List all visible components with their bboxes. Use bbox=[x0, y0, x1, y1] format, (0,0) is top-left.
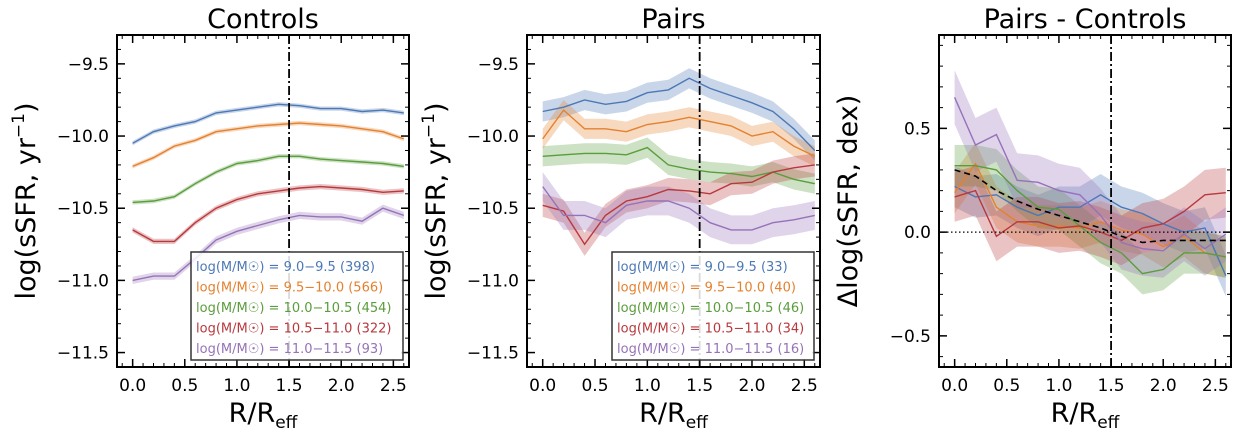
x-tick-label: 1.0 bbox=[223, 376, 250, 396]
x-tick-label: 0.0 bbox=[119, 376, 146, 396]
panel-1: 0.0 0.5 1.0 1.5 2.0 2.5 −11.5 −11.0 −10.5 −10.0 −9… bbox=[9, 4, 410, 433]
x-tick-label: 2.5 bbox=[1202, 376, 1229, 396]
x-tick-label: 0.5 bbox=[993, 376, 1020, 396]
x-tick-label: 2.0 bbox=[328, 376, 355, 396]
legend-entry: log(M/M☉) = 9.5−10.0 (40) bbox=[617, 281, 796, 296]
series-line-1 bbox=[132, 103, 404, 144]
x-tick-label: 2.5 bbox=[791, 376, 818, 396]
chart-title: Pairs - Controls bbox=[984, 4, 1187, 35]
series-line-5 bbox=[132, 207, 405, 282]
series-line-1 bbox=[542, 77, 816, 151]
y-tick-label: −10.5 bbox=[57, 199, 109, 219]
error-band-4 bbox=[954, 165, 1226, 266]
plot-area bbox=[132, 35, 405, 367]
x-tick-label: 1.5 bbox=[276, 376, 303, 396]
series-line-4 bbox=[132, 185, 404, 243]
error-band-3 bbox=[542, 137, 815, 194]
y-tick-label: −9.5 bbox=[68, 55, 109, 75]
chart-title: Controls bbox=[207, 4, 319, 35]
y-tick-label: −9.5 bbox=[478, 55, 519, 75]
x-tick-label: 1.5 bbox=[1098, 376, 1125, 396]
axes-frame bbox=[938, 34, 1232, 368]
y-axis-label: log(sSFR, yr−1) bbox=[419, 102, 452, 299]
x-axis-label: R/Reff bbox=[229, 398, 299, 431]
x-axis-label: R/Reff bbox=[639, 398, 709, 431]
series-line-5 bbox=[953, 97, 1227, 252]
series-line-3 bbox=[954, 164, 1226, 275]
legend-entry: log(M/M☉) = 9.0−9.5 (33) bbox=[617, 260, 788, 275]
legend-entry: log(M/M☉) = 10.0−10.5 (454) bbox=[196, 301, 391, 316]
legend-box bbox=[190, 251, 404, 361]
axes-frame bbox=[116, 34, 410, 368]
x-tick-label: 2.0 bbox=[738, 376, 765, 396]
legend-box bbox=[611, 251, 815, 361]
y-tick-label: −11.5 bbox=[57, 344, 109, 364]
chart-title: Pairs bbox=[641, 4, 705, 35]
y-tick-label: −0.5 bbox=[890, 327, 931, 347]
y-tick-label: −10.5 bbox=[467, 199, 519, 219]
axes-frame bbox=[526, 34, 821, 368]
y-axis-label: log(sSFR, yr−1) bbox=[9, 102, 42, 299]
legend: log(M/M☉) = 9.0−9.5 (33) log(M/M☉) = 9.5−… bbox=[611, 251, 815, 361]
legend: log(M/M☉) = 9.0−9.5 (398) log(M/M☉) = 9.5… bbox=[190, 251, 404, 361]
series-line-2 bbox=[132, 122, 405, 168]
legend-entry: log(M/M☉) = 10.5−11.0 (34) bbox=[617, 322, 804, 337]
y-tick-label: 0.0 bbox=[904, 223, 931, 243]
y-tick-label: −11.0 bbox=[57, 271, 109, 291]
series-line-5 bbox=[542, 186, 815, 231]
series-line-2 bbox=[954, 162, 1226, 258]
series-line-3 bbox=[132, 155, 404, 204]
legend-entry: log(M/M☉) = 11.0−11.5 (16) bbox=[617, 342, 804, 357]
plot-area bbox=[939, 35, 1231, 367]
x-tick-label: 2.5 bbox=[380, 376, 407, 396]
error-band-5 bbox=[954, 70, 1226, 278]
x-axis-label: R/Reff bbox=[1051, 398, 1121, 431]
error-band-1 bbox=[542, 68, 815, 161]
x-tick-label: 0.5 bbox=[581, 376, 608, 396]
x-tick-label: 1.0 bbox=[634, 376, 661, 396]
y-tick-label: −11.5 bbox=[467, 344, 519, 364]
y-tick-label: −10.0 bbox=[57, 127, 109, 147]
series-line-4 bbox=[542, 164, 815, 246]
x-tick-label: 0.5 bbox=[171, 376, 198, 396]
series-line-3 bbox=[542, 146, 815, 185]
y-axis-label: Δlog(sSFR, dex) bbox=[833, 95, 864, 308]
mean-line bbox=[954, 169, 1226, 244]
error-band-4 bbox=[542, 153, 815, 256]
series-line-2 bbox=[542, 109, 816, 157]
legend-entry: log(M/M☉) = 9.5−10.0 (566) bbox=[196, 281, 383, 296]
x-tick-label: 0.0 bbox=[529, 376, 556, 396]
legend-entry: log(M/M☉) = 10.0−10.5 (46) bbox=[617, 301, 804, 316]
y-tick-label: 0.5 bbox=[904, 119, 931, 139]
x-tick-label: 1.5 bbox=[686, 376, 713, 396]
error-band-4 bbox=[132, 184, 404, 244]
legend-entry: log(M/M☉) = 11.0−11.5 (93) bbox=[196, 342, 383, 357]
error-band-2 bbox=[132, 120, 404, 169]
error-band-2 bbox=[542, 100, 815, 167]
x-tick-label: 1.0 bbox=[1045, 376, 1072, 396]
x-tick-label: 0.0 bbox=[941, 376, 968, 396]
legend-entry: log(M/M☉) = 10.5−11.0 (322) bbox=[196, 322, 391, 337]
series-line-1 bbox=[954, 185, 1227, 276]
error-band-1 bbox=[954, 165, 1226, 297]
panel-3: 0.0 0.5 1.0 1.5 2.0 2.5 −0.5 0.0 0.5 Pairs - Cont… bbox=[833, 4, 1232, 433]
panel-2: 0.0 0.5 1.0 1.5 2.0 2.5 −11.5 −11.0 −10.5 −10.0 −9… bbox=[419, 4, 821, 433]
x-tick-label: 2.0 bbox=[1150, 376, 1177, 396]
series-line-4 bbox=[954, 189, 1226, 242]
y-tick-label: −11.0 bbox=[467, 271, 519, 291]
error-band-3 bbox=[954, 145, 1226, 295]
error-band-5 bbox=[542, 172, 815, 245]
y-tick-label: −10.0 bbox=[467, 127, 519, 147]
legend-entry: log(M/M☉) = 9.0−9.5 (398) bbox=[196, 260, 375, 275]
